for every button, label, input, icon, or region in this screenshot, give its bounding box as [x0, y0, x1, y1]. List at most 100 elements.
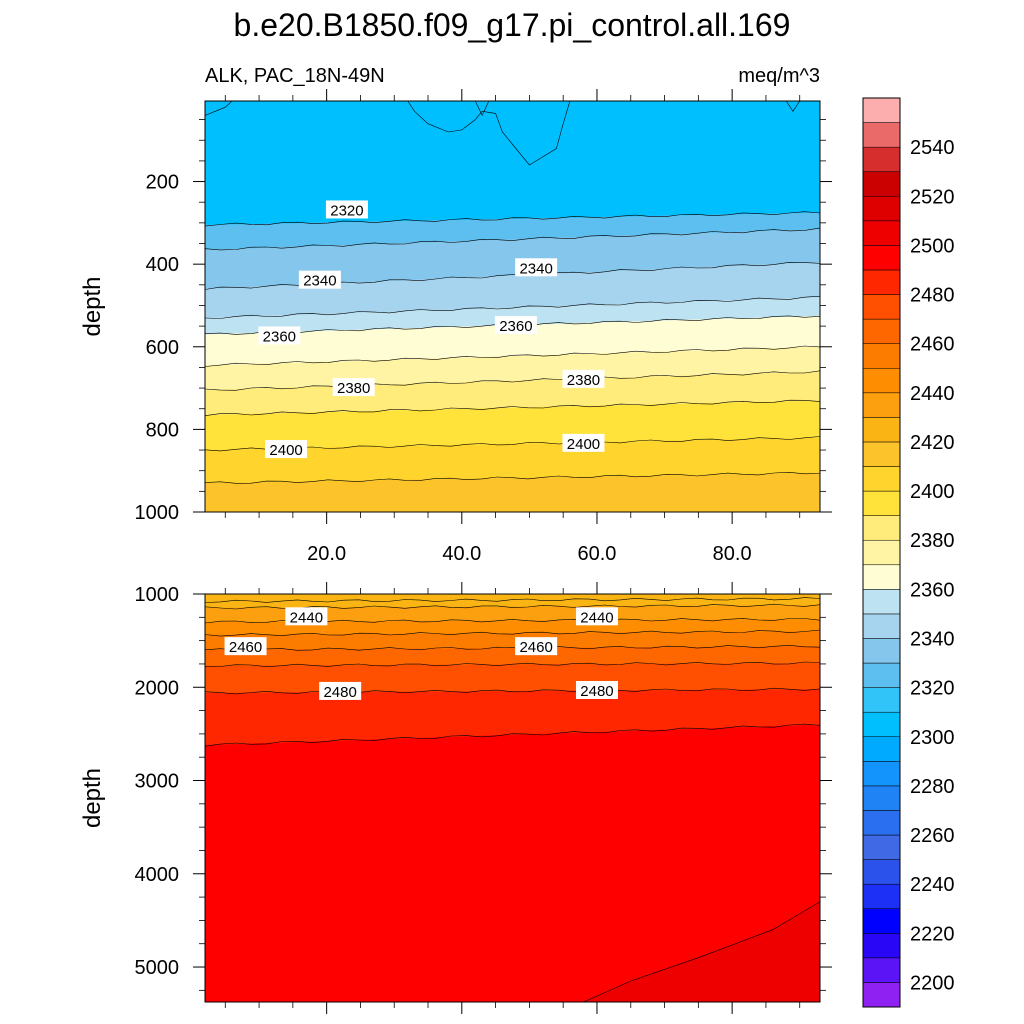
colorbar-bin [862, 343, 901, 369]
colorbar-tick-label: 2340 [910, 628, 955, 650]
contour-label: 2340 [519, 260, 552, 277]
colorbar-bin [862, 785, 901, 811]
colorbar-tick-label: 2520 [910, 186, 955, 208]
contour-line-2390 [205, 399, 820, 416]
contour-label: 2480 [580, 683, 613, 700]
contour-label-box [319, 681, 362, 700]
contour-line-2470 [205, 661, 820, 668]
contour-line-2420 [205, 597, 820, 603]
colorbar-tick-label: 2460 [910, 334, 955, 356]
plot-area [205, 594, 820, 1002]
colorbar-bin [862, 269, 901, 295]
contour-label-box [575, 680, 618, 699]
colorbar-tick-label: 2300 [910, 727, 955, 749]
y-axis-label: depth [79, 276, 106, 336]
colorbar: 2200 2220 2240 2260 2280 2300 2320 2340 2360 2380… [862, 97, 955, 1008]
colorbar-bin [862, 539, 901, 566]
contour-line-2500 [583, 901, 820, 1002]
colorbar-bin [862, 736, 901, 762]
y-tick-label: 400 [146, 254, 179, 276]
colorbar-bin [862, 613, 901, 639]
colorbar-bin [862, 441, 901, 467]
contour-label-box [494, 316, 537, 335]
colorbar-tick-label: 2440 [910, 383, 955, 405]
chart-title: b.e20.B1850.f09_g17.pi_control.all.169 [234, 7, 791, 43]
contour-label: 2460 [519, 639, 552, 656]
colorbar-bin [862, 146, 901, 172]
colorbar-tick-label: 2240 [910, 874, 955, 896]
plot-frame [204, 100, 821, 513]
contour-label: 2460 [229, 639, 262, 656]
y-tick-label: 200 [146, 172, 179, 194]
colorbar-bin [862, 564, 901, 590]
colorbar-bin [862, 761, 901, 787]
colorbar-tick-label: 2400 [910, 481, 955, 503]
y-tick-label: 4000 [135, 864, 180, 886]
colorbar-bin [862, 196, 901, 222]
chart-subtitle-units: meq/m^3 [738, 65, 820, 87]
colorbar-tick-label: 2420 [910, 432, 955, 454]
contour-label-box [258, 326, 301, 345]
contour-line-2310 [205, 101, 571, 166]
contour-label-box [332, 378, 375, 397]
colorbar-bin [862, 883, 901, 909]
contour-label-box [325, 200, 368, 219]
colorbar-tick-label: 2260 [910, 825, 955, 847]
contour-label: 2360 [263, 328, 296, 345]
y-tick-label: 1000 [135, 584, 180, 606]
contour-label: 2480 [323, 684, 356, 701]
contour-line-2410 [205, 471, 820, 484]
contour-line-2380 [205, 370, 820, 391]
contour-line-2450 [205, 629, 820, 637]
contour-label-group: 2380 [562, 369, 605, 389]
colorbar-bin [862, 171, 901, 197]
contour-label-box [224, 637, 267, 656]
colorbar-bin [862, 957, 901, 983]
colorbar-bin [862, 810, 901, 836]
contour-label: 2440 [580, 609, 613, 626]
contour-label-group: 2480 [319, 681, 362, 701]
lower-panel: 2440 2440 2460 2460 2480 2480 1000 2000 3000 4000… [79, 582, 832, 1014]
colorbar-tick-label: 2540 [910, 137, 955, 159]
colorbar-bin [862, 638, 901, 664]
colorbar-bin [862, 294, 901, 320]
contour-label: 2400 [567, 436, 600, 453]
colorbar-bin [862, 589, 901, 615]
plot-area [205, 101, 820, 512]
contour-line-2400 [205, 436, 820, 452]
contour-label-box [298, 270, 341, 289]
contour-label-group: 2460 [515, 637, 558, 656]
contour-label-box [265, 440, 308, 459]
contour-line-2490 [205, 723, 820, 747]
contour-line-2430 [205, 603, 820, 610]
contour-label-group: 2360 [494, 316, 537, 335]
contour-label-box [562, 433, 605, 452]
colorbar-tick-label: 2200 [910, 972, 955, 994]
colorbar-bin [862, 220, 901, 246]
colorbar-bin [862, 466, 901, 492]
chart-subtitle-variable: ALK, PAC_18N-49N [205, 65, 385, 87]
plot-frame [204, 593, 821, 1003]
colorbar-tick-label: 2480 [910, 285, 955, 307]
colorbar-bin [862, 490, 901, 516]
contour-label-group: 2340 [515, 258, 558, 277]
colorbar-bin [862, 933, 901, 959]
contour-label-group: 2320 [325, 200, 368, 219]
colorbar-tick-label: 2220 [910, 923, 955, 945]
contour-line-2310 [785, 101, 800, 112]
contour-label: 2380 [567, 372, 600, 389]
contour-label: 2440 [290, 609, 323, 626]
colorbar-bin [862, 417, 901, 443]
y-tick-label: 3000 [135, 771, 180, 793]
colorbar-bin [862, 834, 901, 860]
contour-label-box [515, 258, 558, 277]
contour-line-2310 [475, 101, 490, 117]
contour-label-group: 2340 [298, 270, 341, 290]
contour-label-box [562, 369, 605, 388]
colorbar-bin [862, 515, 901, 541]
colorbar-tick-label: 2500 [910, 235, 955, 257]
colorbar-bin [862, 392, 901, 418]
colorbar-bin [862, 662, 901, 688]
contour-label-group: 2400 [265, 440, 308, 459]
